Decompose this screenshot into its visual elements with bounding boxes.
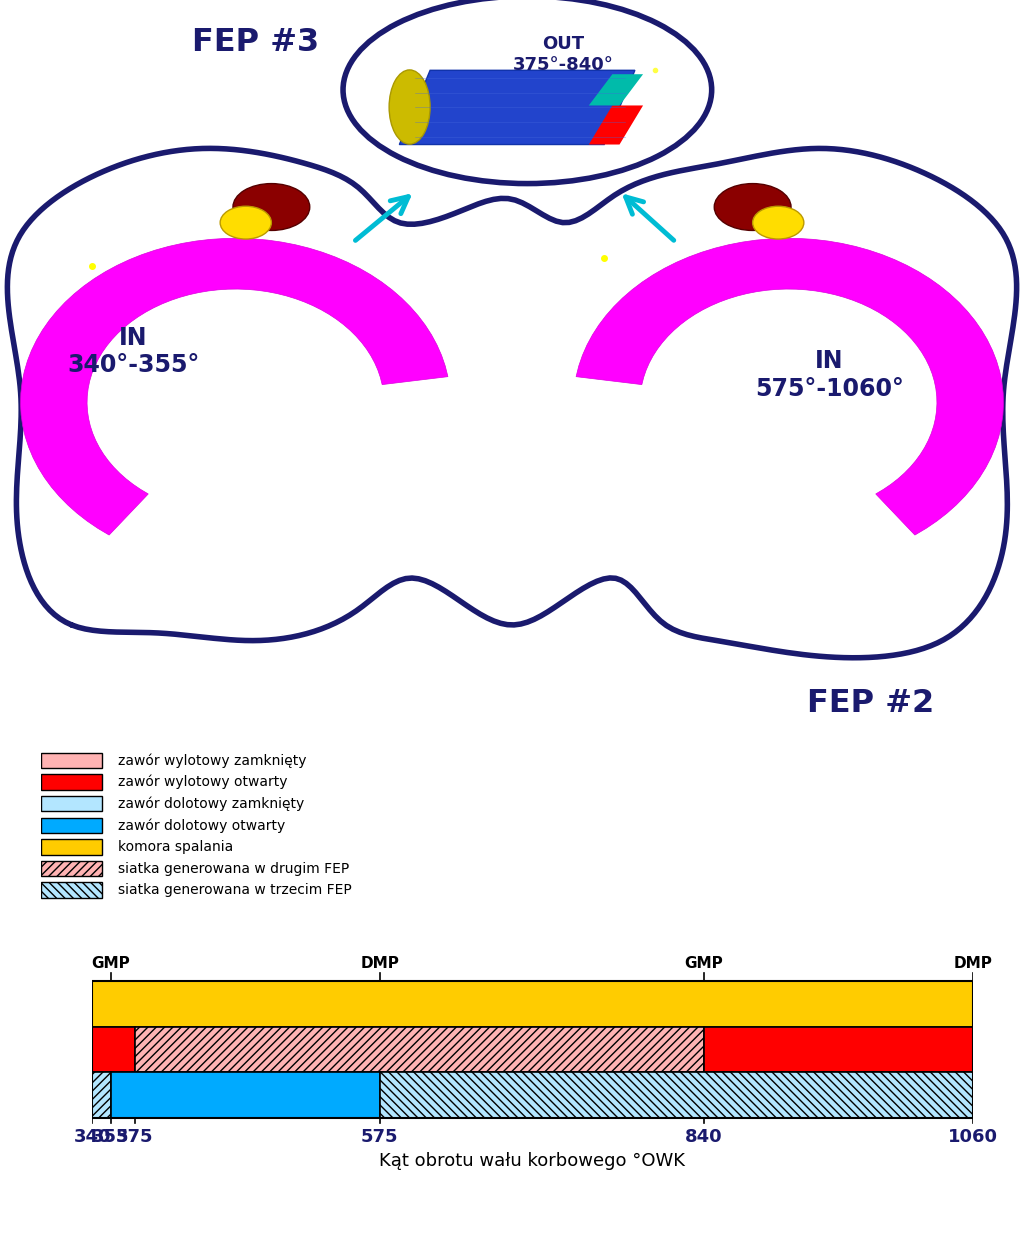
Bar [92, 1072, 111, 1118]
Text: siatka generowana w trzecim FEP: siatka generowana w trzecim FEP [118, 883, 351, 897]
Text: komora spalania: komora spalania [118, 840, 233, 854]
Text: zawór dolotowy otwarty: zawór dolotowy otwarty [118, 818, 285, 833]
Text: zawór wylotowy zamknięty: zawór wylotowy zamknięty [118, 753, 306, 767]
Bar [92, 982, 973, 1118]
Ellipse shape [389, 69, 430, 144]
Bar [41, 752, 102, 769]
Text: Kąt obrotu wału korbowego °OWK: Kąt obrotu wału korbowego °OWK [380, 1152, 685, 1169]
Polygon shape [589, 106, 643, 145]
Polygon shape [589, 74, 643, 106]
Bar [135, 1027, 703, 1072]
Text: 355: 355 [92, 1128, 129, 1145]
Polygon shape [20, 238, 447, 536]
Text: 340: 340 [74, 1128, 111, 1145]
Polygon shape [399, 71, 635, 145]
Text: DMP: DMP [953, 956, 992, 971]
Text: OUT
375°-840°: OUT 375°-840° [513, 35, 613, 74]
Text: 575: 575 [360, 1128, 398, 1145]
Text: 375: 375 [116, 1128, 154, 1145]
Ellipse shape [343, 0, 712, 184]
Text: IN
340°-355°: IN 340°-355° [67, 325, 200, 378]
Text: IN
575°-1060°: IN 575°-1060° [755, 349, 904, 401]
Text: siatka generowana w drugim FEP: siatka generowana w drugim FEP [118, 862, 349, 876]
Polygon shape [577, 238, 1004, 536]
Bar [92, 982, 973, 1027]
Text: zawór dolotowy zamknięty: zawór dolotowy zamknięty [118, 796, 304, 811]
Text: zawór wylotowy otwarty: zawór wylotowy otwarty [118, 775, 288, 789]
Bar [41, 882, 102, 898]
Text: 840: 840 [685, 1128, 723, 1145]
Bar [41, 861, 102, 876]
Bar [92, 1027, 135, 1072]
Text: DMP: DMP [360, 956, 399, 971]
Ellipse shape [715, 184, 792, 231]
Bar [41, 796, 102, 811]
Bar [111, 1072, 380, 1118]
Bar [380, 1072, 973, 1118]
Text: GMP: GMP [91, 956, 130, 971]
Bar [703, 1027, 973, 1072]
Polygon shape [7, 149, 1017, 658]
Bar [41, 818, 102, 833]
Text: FEP #3: FEP #3 [193, 28, 319, 58]
Text: 1060: 1060 [948, 1128, 997, 1145]
Text: GMP: GMP [684, 956, 723, 971]
Ellipse shape [753, 207, 804, 239]
Bar [41, 775, 102, 790]
Ellipse shape [220, 207, 271, 239]
Ellipse shape [233, 184, 309, 231]
Text: FEP #2: FEP #2 [807, 688, 934, 718]
Bar [41, 839, 102, 854]
